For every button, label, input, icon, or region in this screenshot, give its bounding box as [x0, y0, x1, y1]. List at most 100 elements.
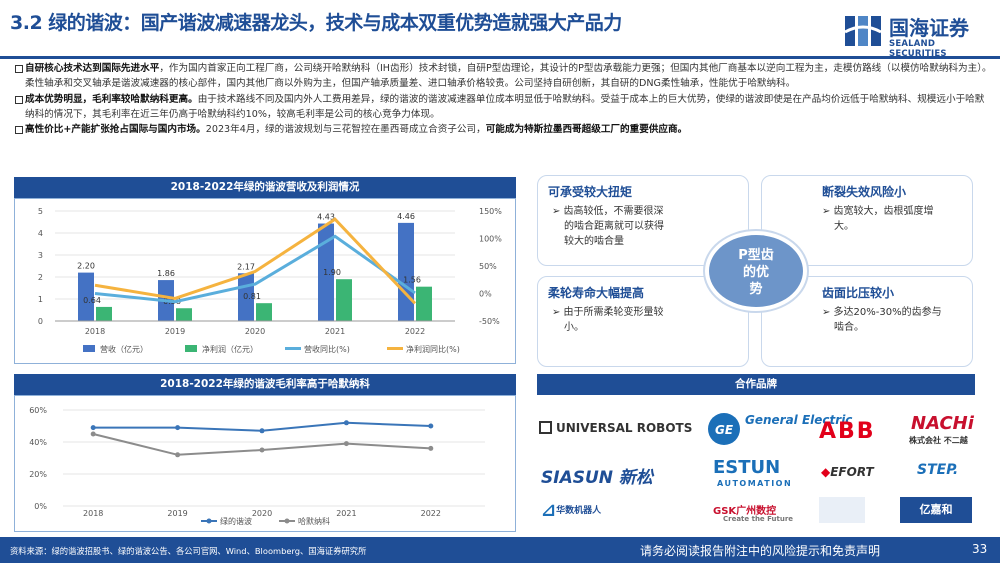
y2-tick-label: 0%: [479, 290, 492, 299]
advantage-title: 断裂失效风险小: [822, 185, 907, 199]
x-tick-label: 2020: [252, 509, 272, 518]
legend-swatch: [83, 345, 95, 352]
x-tick-label: 2021: [336, 509, 356, 518]
advantage-card: 断裂失效风险小 ➢ 齿宽较大，齿根弧度增 大。: [761, 175, 973, 266]
bullet-item: 自研核心技术达到国际先进水平，作为国内首家正向工程厂商，公司绕开哈默纳科（IH齿…: [14, 61, 992, 92]
legend-label: 净利润（亿元）: [202, 344, 258, 354]
title-rule: [0, 56, 1000, 59]
series-point: [428, 423, 434, 429]
profit-value-label: 0.64: [83, 296, 101, 305]
profit-value-label: 1.90: [323, 268, 341, 277]
y2-tick-label: 150%: [479, 207, 502, 216]
brand-nachi-sub: 株式会社 不二越: [909, 436, 968, 445]
bar-profit: [416, 286, 432, 321]
legend-label: 净利润同比(%): [406, 344, 460, 354]
revenue-profit-chart: 0 1 2 3 4 5 -50% 0% 50% 100% 150% 2.20 0.64 2018 1.86 0…: [38, 207, 502, 354]
y2-tick-label: 50%: [479, 262, 497, 271]
bullet-lead: 自研核心技术达到国际先进水平: [25, 63, 160, 74]
advantage-text: ➢ 多达20%-30%的齿参与 啮合。: [822, 307, 942, 333]
x-tick-label: 2019: [165, 327, 185, 336]
profit-value-label: 1.56: [403, 276, 421, 285]
revenue-value-label: 4.46: [397, 212, 415, 221]
brand-nachi: NACHi: [911, 413, 974, 434]
partner-logos: UNIVERSAL ROBOTS GE General Electric ABB…: [539, 413, 974, 523]
bullet-text: ，作为国内首家正向工程厂商，公司绕开哈默纳科（IH齿形）技术封锁，自研P型齿理论…: [25, 63, 992, 90]
y-tick-label: 2: [38, 273, 43, 282]
series-point: [175, 452, 181, 458]
series-point: [343, 441, 349, 447]
y2-tick-label: 100%: [479, 235, 502, 244]
y-tick-label: 20%: [29, 470, 47, 479]
bar-revenue: [318, 223, 334, 321]
profit-value-label: 0.81: [243, 292, 261, 301]
footer-bar: 资料来源：绿的谐波招股书、绿的谐波公告、各公司官网、Wind、Bloomberg…: [0, 537, 1000, 563]
bar-revenue: [398, 222, 414, 321]
bullet-lead: 高性价比+产能扩张抢占国际与国内市场。: [25, 124, 206, 136]
series-line: [94, 217, 417, 305]
revenue-value-label: 2.20: [77, 262, 95, 271]
page-number: 33: [972, 542, 988, 556]
legend-swatch-point: [284, 518, 290, 524]
brand-siasun: SIASUN 新松: [541, 468, 653, 488]
bullet-text: 由于技术路线不同及国内外人工费用差异，绿的谐波的谐波减速器单位成本明显低于哈默纳…: [25, 93, 985, 120]
bullet-lead: 成本优势明显，毛利率较哈默纳科更高。: [25, 93, 198, 105]
chart2-panel: 0% 20% 40% 60% 2018 2019 2020 2021 2022 绿的谐波 哈默纳科: [14, 395, 516, 532]
y-tick-label: 3: [38, 251, 43, 260]
brand-gsk: GSK广州数控: [713, 506, 777, 517]
series-point: [428, 445, 434, 451]
brand-universal-robots: UNIVERSAL ROBOTS: [539, 421, 692, 435]
brand-estun: ESTUN: [713, 457, 781, 478]
y-tick-label: 40%: [29, 438, 47, 447]
logo-name: 国海证券: [889, 16, 969, 40]
series-point: [343, 420, 349, 426]
revenue-value-label: 2.17: [237, 262, 255, 271]
series-line: [94, 234, 416, 304]
bullet-emphasis: 可能成为特斯拉墨西哥超级工厂的重要供应商。: [485, 124, 688, 136]
series-point: [90, 425, 96, 431]
ge-logo-icon: GE: [708, 413, 740, 445]
advantages-panel: 可承受较大扭矩 ➢ 齿高较低，不需要很深 的啮合距离就可以获得 较大的啮合量 断裂失…: [537, 175, 975, 367]
chart1-title: 2018-2022年绿的谐波营收及利润情况: [14, 177, 516, 198]
revenue-value-label: 4.43: [317, 213, 335, 222]
chart1-panel: 0 1 2 3 4 5 -50% 0% 50% 100% 150% 2.20 0.64 2018 1.86 0…: [14, 198, 516, 364]
disclaimer: 请务必阅读报告附注中的风险提示和免责声明: [640, 544, 881, 558]
bar-profit: [96, 306, 112, 321]
bullet-item: 成本优势明显，毛利率较哈默纳科更高。由于技术路线不同及国内外人工费用差异，绿的谐…: [14, 92, 992, 123]
revenue-value-label: 1.86: [157, 269, 175, 278]
x-tick-label: 2018: [83, 509, 103, 518]
gross-margin-chart: 0% 20% 40% 60% 2018 2019 2020 2021 2022 绿的谐波 哈默纳科: [29, 406, 485, 526]
advantage-title: 齿面比压较小: [822, 286, 895, 300]
p-tooth-badge: P型齿 的优势: [705, 231, 807, 311]
advantage-text: ➢ 齿宽较大，齿根弧度增 大。: [822, 206, 934, 232]
chart2-title: 2018-2022年绿的谐波毛利率高于哈默纳科: [14, 374, 516, 395]
y-tick-label: 0: [38, 317, 43, 326]
legend-swatch: [185, 345, 197, 352]
legend-label: 营收（亿元）: [100, 344, 148, 354]
legend-swatch-point: [206, 518, 212, 524]
bullet-list: 自研核心技术达到国际先进水平，作为国内首家正向工程厂商，公司绕开哈默纳科（IH齿…: [14, 61, 992, 137]
partners-title: 合作品牌: [537, 374, 975, 395]
svg-text:GE: GE: [715, 423, 734, 437]
series-point: [259, 428, 265, 434]
legend-label: 绿的谐波: [220, 516, 252, 526]
logo-english: SEALAND SECURITIES: [889, 39, 947, 59]
company-logo: 国海证券 SEALAND SECURITIES: [843, 10, 993, 59]
series-point: [175, 425, 181, 431]
x-tick-label: 2022: [421, 509, 441, 518]
advantage-title: 可承受较大扭矩: [548, 185, 633, 199]
legend-label: 营收同比(%): [304, 344, 350, 354]
brand-gsk-sub: Create the Future: [723, 515, 794, 523]
x-tick-label: 2018: [85, 327, 105, 336]
x-tick-label: 2020: [245, 327, 265, 336]
x-tick-label: 2019: [167, 509, 187, 518]
bar-revenue: [78, 272, 94, 321]
bar-profit: [256, 303, 272, 321]
x-tick-label: 2022: [405, 327, 425, 336]
brand-yijiahe: 亿嘉和: [900, 497, 972, 523]
brand-efort: ◆EFORT: [821, 465, 874, 479]
y-tick-label: 5: [38, 207, 43, 216]
y2-tick-label: -50%: [479, 317, 500, 326]
y-tick-label: 4: [38, 229, 43, 238]
advantage-text: ➢ 齿高较低，不需要很深 的啮合距离就可以获得 较大的啮合量: [552, 206, 664, 247]
